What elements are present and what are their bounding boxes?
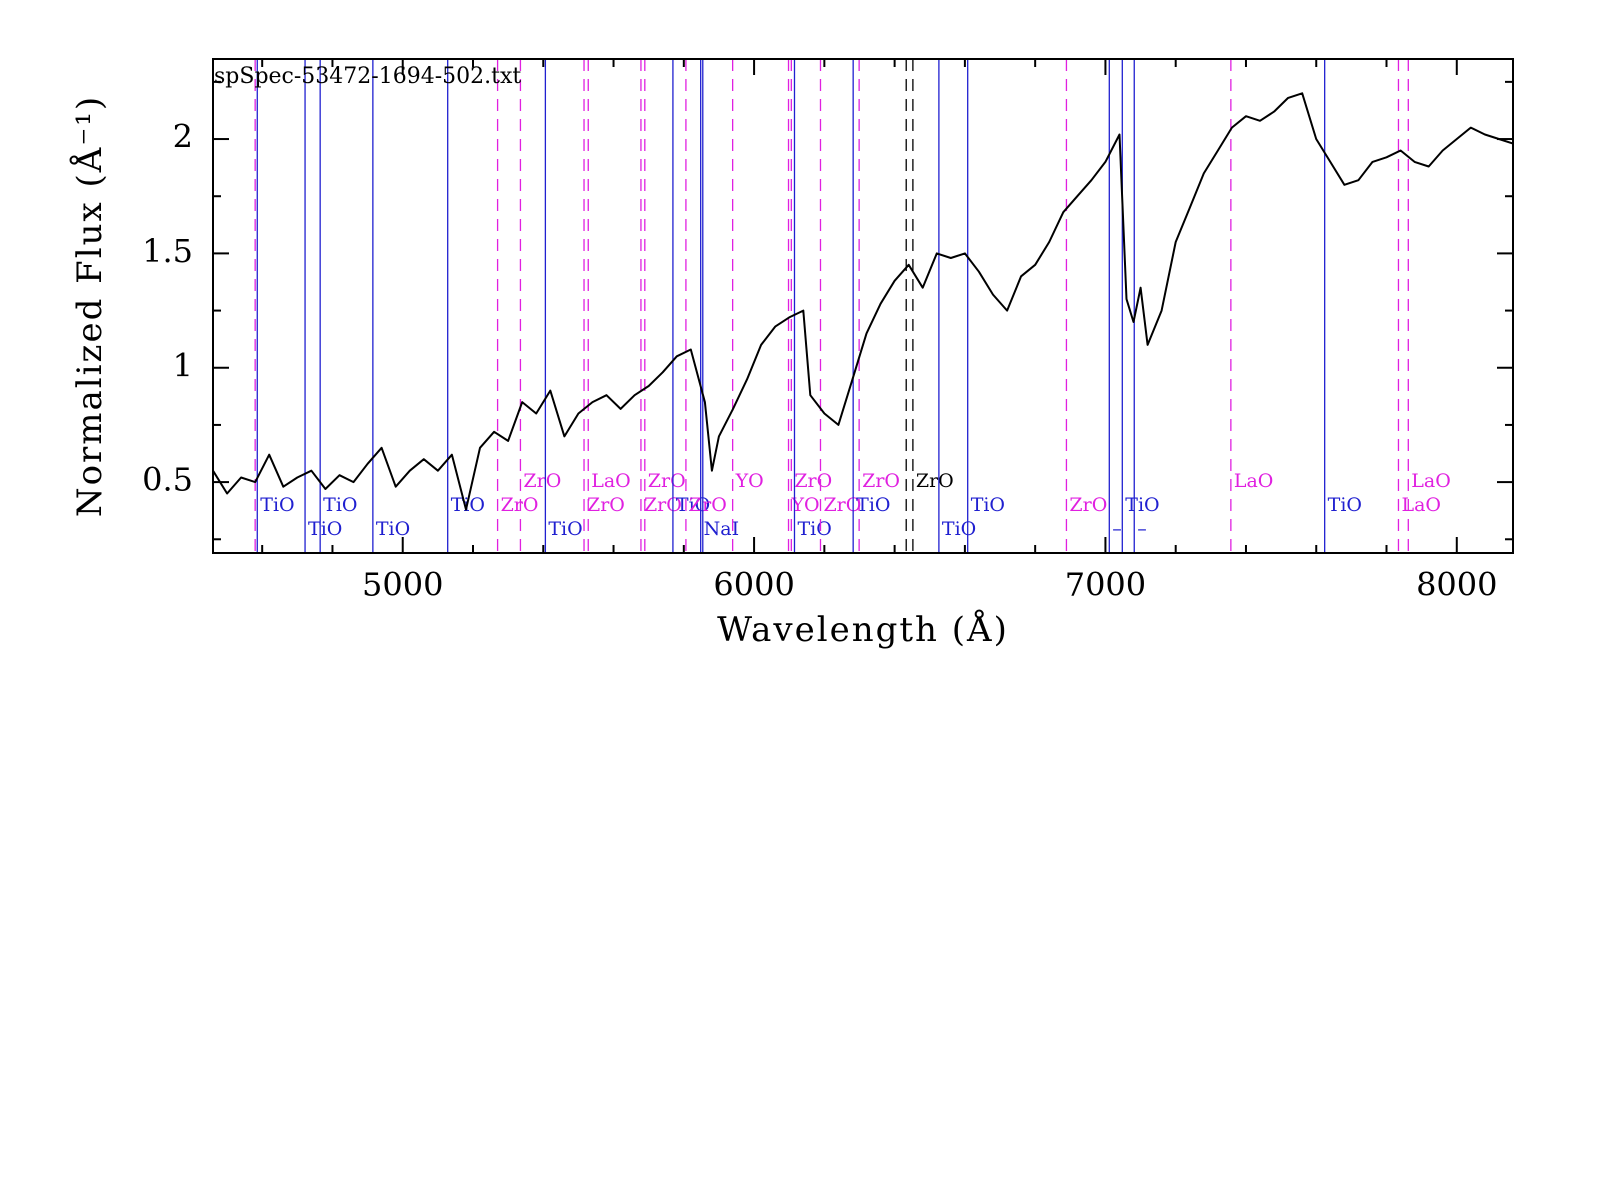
spectrum [212,92,1514,511]
line-label: YO [735,470,764,492]
line-label: ZrO [1069,494,1107,516]
line-label: TiO [260,494,294,516]
line-label: – [1112,518,1122,540]
line-label: ZrO [794,470,832,492]
line-label: LaO [1411,470,1451,492]
line-label: TiO [1328,494,1362,516]
x-tick-label: 5000 [362,566,443,604]
y-tick-label: 2 [173,118,193,156]
plot-frame [212,58,1514,554]
x-axis-label: Wavelength (Å) [717,609,1009,650]
line-label: NaI [704,518,739,540]
line-label: YO [791,494,820,516]
line-label: TiO [797,518,831,540]
y-axis-label: Normalized Flux (Å⁻¹) [69,95,110,517]
line-label: LaO [1234,470,1274,492]
chart-title: spSpec-53472-1694-502.txt [214,64,521,89]
x-tick-label: 8000 [1416,566,1497,604]
y-tick-label: 1 [173,346,193,384]
line-label: TiO [942,518,976,540]
line-label: ZrO [689,494,727,516]
line-label: LaO [591,470,631,492]
line-label: TiO [856,494,890,516]
line-label: TiO [971,494,1005,516]
line-label: – [1137,518,1147,540]
line-label: ZrO [823,494,861,516]
line-label: ZrO [862,470,900,492]
line-label: TiO [323,494,357,516]
line-label: ZrO [587,494,625,516]
x-tick-label: 6000 [713,566,794,604]
line-label: TiO [548,518,582,540]
line-label: TiO [376,518,410,540]
y-tick-label: 0.5 [142,461,193,499]
line-label: TiO [1125,494,1159,516]
line-label: ZrO [523,470,561,492]
y-tick-label: 1.5 [142,232,193,270]
x-tick-label: 7000 [1065,566,1146,604]
line-label: ZrO [501,494,539,516]
line-label: ZrO [916,470,954,492]
line-label: ZrO [648,470,686,492]
line-label: TiO [308,518,342,540]
line-label: TiO [676,494,710,516]
line-label: LaO [1401,494,1441,516]
